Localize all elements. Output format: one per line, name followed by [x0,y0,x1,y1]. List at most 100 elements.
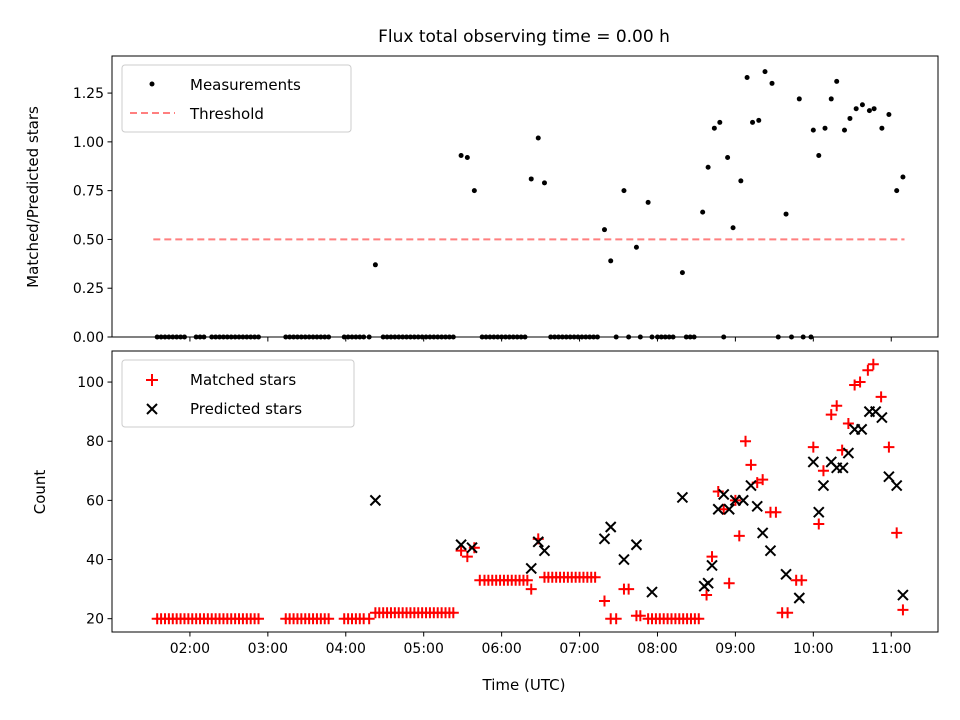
count-marks [151,358,909,625]
predicted-star-point [817,479,830,492]
predicted-star-point [897,589,909,601]
measurement-point [744,74,750,80]
y-tick-label: 1.00 [73,135,104,151]
y-tick-label: 40 [86,553,104,569]
measurement-point [541,180,547,186]
matched-star-point [598,595,610,607]
measurement-point [822,125,828,131]
x-axis-label: Time (UTC) [482,676,566,694]
legend-matched-marker [146,374,158,386]
ratio-y-ticks: 0.00 0.25 0.50 0.75 1.00 1.25 [73,86,112,346]
predicted-star-point [466,541,478,554]
predicted-star-point [676,491,689,504]
matched-star-point [770,506,782,518]
measurement-point [621,188,627,194]
measurement-point [816,153,822,159]
matched-star-point [468,542,480,554]
ratio-y-axis-label: Matched/Predicted stars [24,106,42,288]
measurement-point [866,108,872,114]
count-y-axis-label: Count [31,470,49,515]
measurement-point [828,96,834,102]
matched-star-point [447,607,459,619]
measurement-point [464,154,470,160]
matched-star-point [521,574,533,586]
predicted-star-point [706,559,718,572]
matched-star-point [363,613,375,625]
predicted-star-point [780,568,792,581]
measurement-point [796,96,802,102]
predicted-star-point [525,562,537,575]
x-tick-label: 03:00 [248,641,288,657]
matched-star-point [897,604,909,616]
matched-star-point [323,613,335,625]
predicted-star-point [646,586,658,598]
matched-star-point [718,503,730,515]
predicted-star-point [532,536,544,548]
measurement-point [608,258,614,264]
matched-star-point [723,577,735,589]
count-legend: Matched stars Predicted stars [121,359,355,428]
y-tick-label: 20 [86,612,104,628]
matched-star-point [854,376,866,388]
matched-star-point [831,400,843,412]
matched-star-point [875,391,887,403]
count-panel: 20 40 60 80 100 02:00 03:00 04:00 05:00 06:00 07:… [31,350,939,694]
matched-star-point [807,441,819,453]
predicted-star-point [842,447,855,459]
matched-star-point [706,551,718,563]
count-axes-frame [111,350,939,633]
ratio-legend: Measurements Threshold [121,64,352,133]
predicted-star-point [630,539,643,551]
measurement-point [458,153,464,159]
measurement-point [738,178,744,184]
matched-star-point [745,459,757,471]
matched-star-point [891,527,903,539]
matched-star-point [757,474,769,486]
predicted-star-point [807,456,820,468]
matched-star-point [693,613,705,625]
measurement-point [871,106,877,112]
chart-title: Flux total observing time = 0.00 h [378,27,670,47]
matched-star-point [796,574,808,586]
x-tick-label: 07:00 [559,641,599,657]
measurement-point [810,127,816,133]
measurement-point [601,227,607,233]
measurement-point [859,102,865,108]
legend-predicted-marker [146,403,158,415]
predicted-star-point [538,544,551,557]
measurement-point [645,199,651,205]
count-legend-box [121,359,355,428]
measurement-point [853,106,859,112]
legend-threshold-label: Threshold [189,105,264,123]
predicted-star-point [369,494,382,507]
measurement-point [725,154,731,160]
matched-star-point [862,364,874,376]
legend-predicted-label: Predicted stars [190,400,302,418]
measurement-point [900,174,906,180]
measurement-point [535,135,541,141]
y-tick-label: 60 [86,493,104,509]
predicted-star-point [837,462,849,474]
predicted-star-point [745,479,757,492]
matched-star-point [525,583,537,595]
matched-star-point [867,358,879,370]
predicted-star-point [813,506,825,518]
x-tick-label: 06:00 [481,641,521,657]
measurement-point [471,188,477,194]
y-tick-label: 0.50 [73,232,104,248]
predicted-star-point [793,592,806,604]
matched-star-point [252,613,264,625]
matched-star-point [825,409,837,421]
y-tick-label: 0.00 [73,330,104,346]
predicted-star-point [764,544,777,557]
measurement-point [834,78,840,84]
measurement-point [886,112,892,118]
x-tick-label: 02:00 [170,641,210,657]
x-tick-label: 10:00 [793,641,833,657]
ratio-x-ticks [189,337,892,342]
predicted-star-point [718,488,730,501]
predicted-star-point [712,503,724,515]
measurement-point [711,125,717,131]
predicted-star-point [605,521,617,533]
matched-star-point [634,610,646,622]
